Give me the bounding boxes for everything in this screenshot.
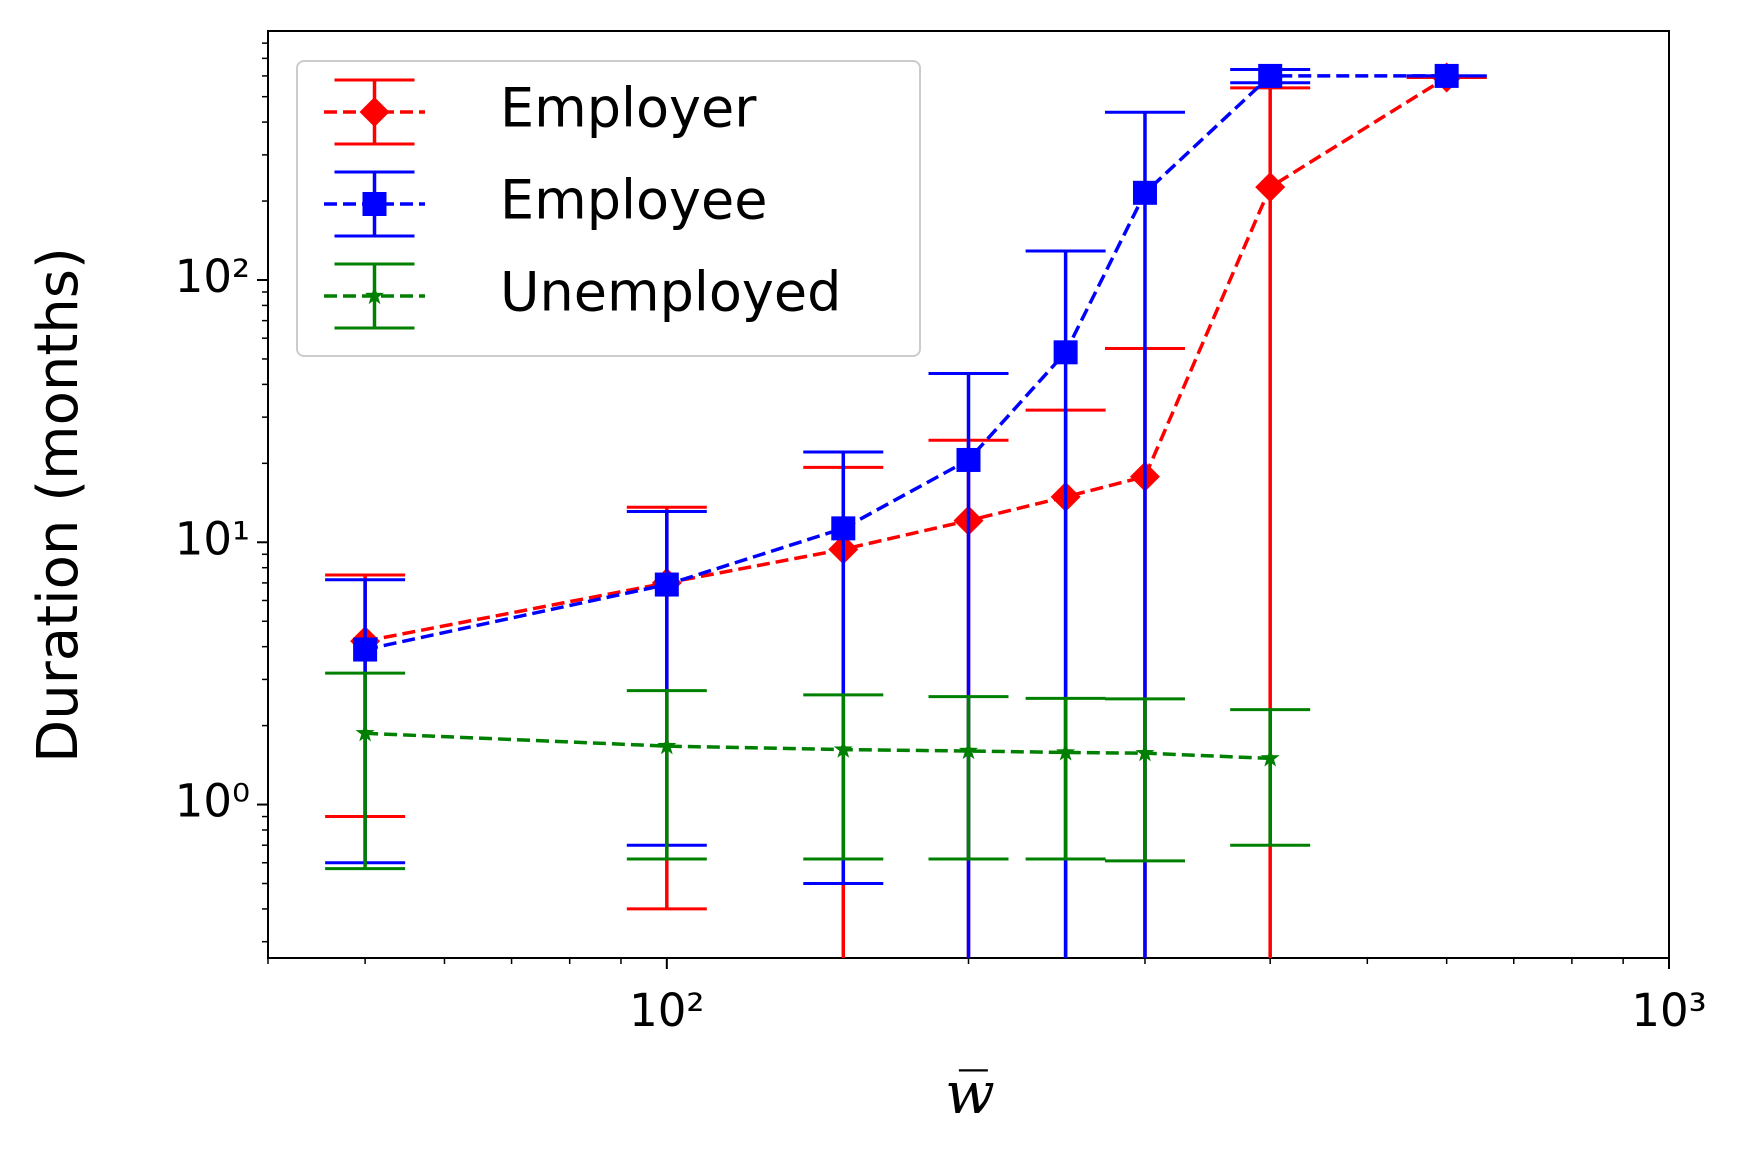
y-tick-label: 10⁰ — [175, 775, 250, 828]
y-tick-label: 10² — [175, 250, 250, 303]
legend-entry: Employer — [324, 77, 757, 146]
marker — [359, 97, 390, 127]
error-bar — [1230, 86, 1311, 958]
marker — [1260, 748, 1280, 767]
x-tick-label: 10² — [629, 984, 704, 1037]
marker — [1255, 172, 1286, 203]
y-tick-label: 10¹ — [175, 512, 250, 565]
marker — [362, 192, 387, 216]
error-bar — [325, 671, 406, 871]
legend-label: Unemployed — [500, 261, 841, 324]
marker — [958, 741, 979, 760]
error-bar — [1025, 696, 1106, 861]
marker — [1258, 63, 1283, 88]
legend-entry: Employee — [324, 169, 767, 238]
error-bar — [803, 693, 884, 861]
error-bar — [928, 372, 1009, 958]
y-axis-label: Duration (months) — [26, 247, 91, 763]
marker — [657, 736, 677, 755]
error-bar — [928, 695, 1009, 861]
legend-entry: Unemployed — [324, 261, 841, 330]
marker — [1053, 340, 1078, 365]
marker — [364, 286, 385, 305]
marker — [1434, 63, 1459, 88]
x-axis-label: w̅ — [945, 1059, 995, 1127]
error-bar — [1230, 708, 1311, 847]
marker — [355, 723, 375, 742]
error-bar — [1025, 249, 1106, 958]
series-line — [364, 75, 1448, 643]
marker — [353, 637, 378, 662]
marker — [1132, 180, 1157, 205]
marker — [1135, 743, 1155, 762]
legend-label: Employer — [500, 77, 757, 140]
legend-label: Employee — [500, 169, 767, 232]
error-bar — [1104, 697, 1185, 863]
marker — [654, 572, 679, 597]
plot-area — [325, 62, 1487, 958]
x-tick-label: 10³ — [1631, 984, 1706, 1037]
series-line — [365, 731, 1271, 761]
marker — [1056, 742, 1076, 761]
marker — [831, 516, 856, 541]
legend-box — [296, 60, 921, 357]
series-line — [364, 74, 1447, 652]
marker — [956, 447, 981, 472]
error-bar — [626, 689, 707, 861]
marker — [833, 739, 853, 758]
